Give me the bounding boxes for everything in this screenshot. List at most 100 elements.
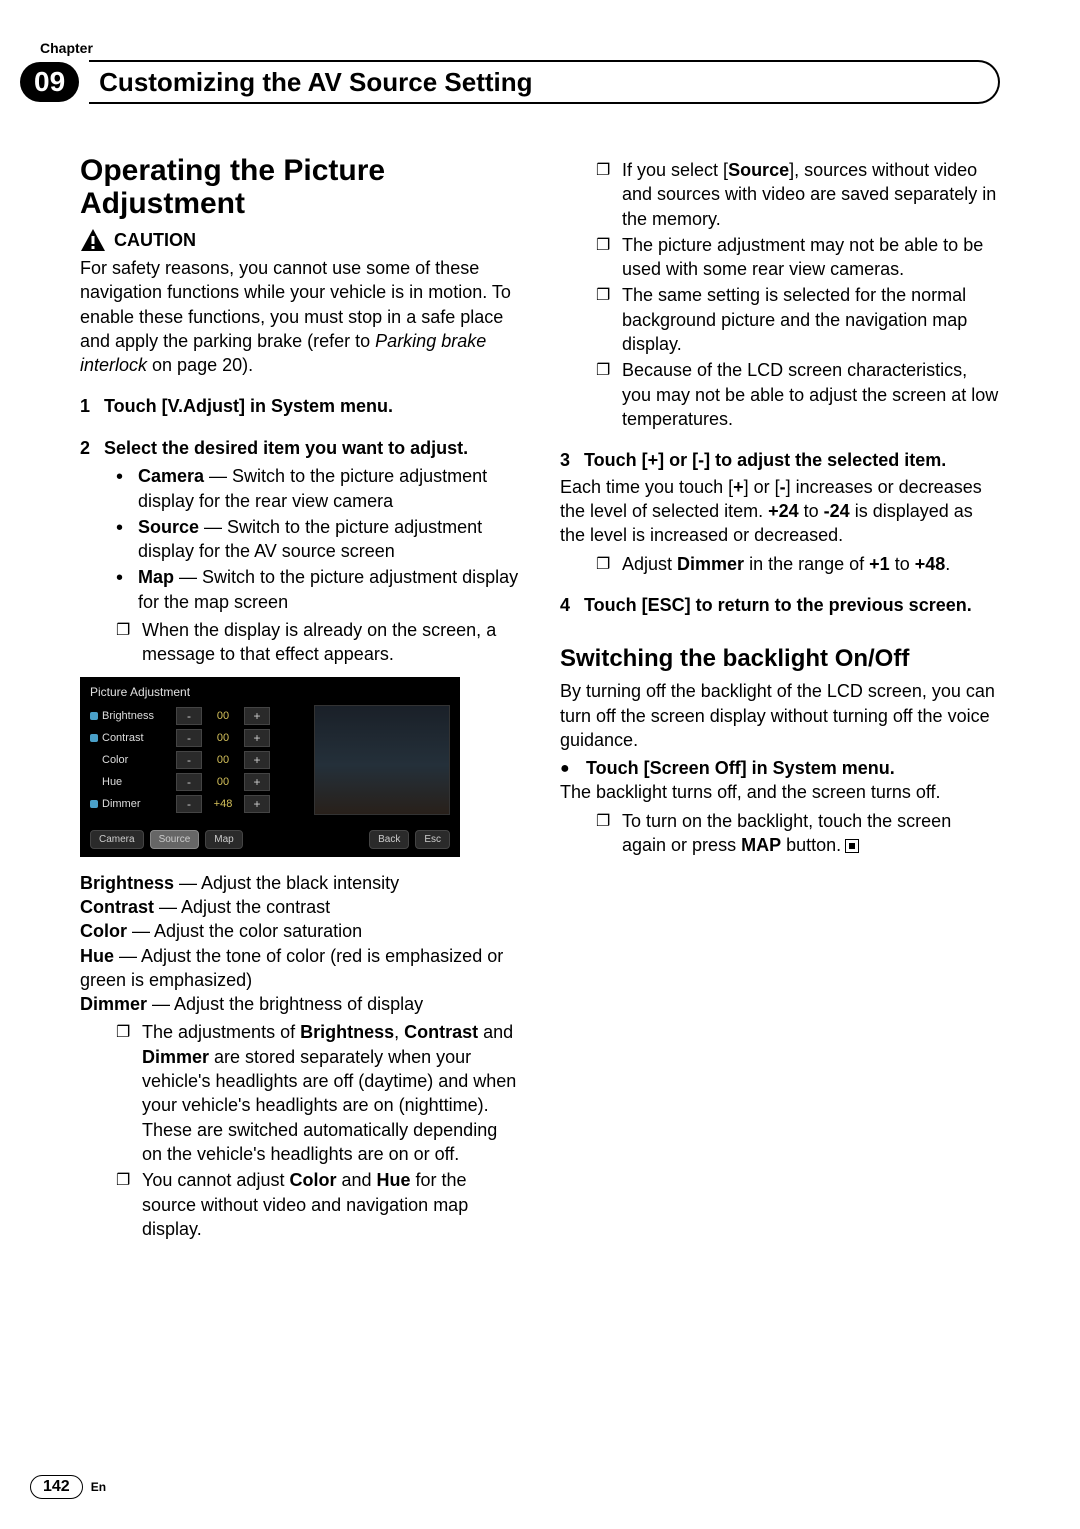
page-lang: En xyxy=(91,1480,106,1494)
section-heading: Operating the Picture Adjustment xyxy=(80,154,520,220)
step-3: 3Touch [+] or [-] to adjust the selected… xyxy=(560,449,1000,472)
t: If you select [ xyxy=(622,160,728,180)
backlight-notes: To turn on the backlight, touch the scre… xyxy=(560,809,1000,858)
caution-row: CAUTION xyxy=(80,228,520,252)
pa-row-label: Brightness xyxy=(102,710,172,722)
pa-tab-back[interactable]: Back xyxy=(369,830,409,849)
bullet-camera-label: Camera xyxy=(138,466,204,486)
pa-row: Contrast-00 + xyxy=(90,727,306,749)
pa-plus-button[interactable]: + xyxy=(244,795,270,813)
t: . xyxy=(945,554,950,574)
step-2-notes: When the display is already on the scree… xyxy=(80,618,520,667)
step-2-note: When the display is already on the scree… xyxy=(116,618,520,667)
pa-row-value: 00 xyxy=(206,754,240,766)
t: MAP xyxy=(741,835,781,855)
def-note-1: The adjustments of Brightness, Contrast … xyxy=(116,1020,520,1166)
def-color-label: Color xyxy=(80,921,127,941)
pa-plus-button[interactable]: + xyxy=(244,707,270,725)
right-column: If you select [Source], sources without … xyxy=(560,154,1000,1243)
caution-text: For safety reasons, you cannot use some … xyxy=(80,256,520,377)
backlight-bullet: Touch [Screen Off] in System menu. xyxy=(560,756,1000,780)
bullet-map: Map — Switch to the picture adjustment d… xyxy=(116,565,520,614)
bullet-source-label: Source xyxy=(138,517,199,537)
def-contrast-label: Contrast xyxy=(80,897,154,917)
chapter-header: 09 Customizing the AV Source Setting xyxy=(20,60,1000,104)
pa-row-label: Dimmer xyxy=(102,798,172,810)
warning-icon xyxy=(80,228,106,252)
chapter-title: Customizing the AV Source Setting xyxy=(99,67,532,98)
def-hue-text: — Adjust the tone of color (red is empha… xyxy=(80,946,503,990)
t: Brightness xyxy=(300,1022,394,1042)
t: button. xyxy=(781,835,841,855)
t: Contrast xyxy=(404,1022,478,1042)
backlight-text: By turning off the backlight of the LCD … xyxy=(560,679,1000,752)
def-dimmer-label: Dimmer xyxy=(80,994,147,1014)
chapter-number-badge: 09 xyxy=(20,62,79,102)
top-notes-right: If you select [Source], sources without … xyxy=(560,158,1000,431)
pa-plus-button[interactable]: + xyxy=(244,773,270,791)
definitions: Brightness — Adjust the black intensity … xyxy=(80,871,520,1017)
pa-minus-button[interactable]: - xyxy=(176,729,202,747)
step-4-text: Touch [ESC] to return to the previous sc… xyxy=(584,595,972,615)
t: Hue xyxy=(377,1170,411,1190)
chapter-title-wrap: Customizing the AV Source Setting xyxy=(89,60,1000,104)
step-2-text: Select the desired item you want to adju… xyxy=(104,438,468,458)
pa-row-value: +48 xyxy=(206,798,240,810)
t: Dimmer xyxy=(677,554,744,574)
pa-row-value: 00 xyxy=(206,732,240,744)
chapter-label: Chapter xyxy=(40,40,1000,56)
pa-dot-icon xyxy=(90,756,98,764)
pa-minus-button[interactable]: - xyxy=(176,751,202,769)
t: Dimmer xyxy=(142,1047,209,1067)
t: Source xyxy=(728,160,789,180)
page-footer: 142 En xyxy=(30,1475,106,1499)
pa-minus-button[interactable]: - xyxy=(176,795,202,813)
caution-text-2: on page 20). xyxy=(147,355,253,375)
pa-tab-camera[interactable]: Camera xyxy=(90,830,144,849)
pa-row-label: Contrast xyxy=(102,732,172,744)
pa-title: Picture Adjustment xyxy=(90,685,450,699)
tn-1: If you select [Source], sources without … xyxy=(596,158,1000,231)
pa-row-label: Color xyxy=(102,754,172,766)
pa-row: Brightness-00 + xyxy=(90,705,306,727)
t: to xyxy=(799,501,824,521)
step-1-text: Touch [V.Adjust] in System menu. xyxy=(104,396,393,416)
t: and xyxy=(336,1170,376,1190)
bullet-camera: Camera — Switch to the picture adjustmen… xyxy=(116,464,520,513)
pa-dot-icon xyxy=(90,712,98,720)
pa-minus-button[interactable]: - xyxy=(176,773,202,791)
def-color-text: — Adjust the color saturation xyxy=(127,921,362,941)
page-number: 142 xyxy=(30,1475,83,1499)
tn-4: Because of the LCD screen characteristic… xyxy=(596,358,1000,431)
def-brightness-label: Brightness xyxy=(80,873,174,893)
pa-row: Dimmer-+48 + xyxy=(90,793,306,815)
step-3-note: Adjust Dimmer in the range of +1 to +48. xyxy=(596,552,1000,576)
pa-plus-button[interactable]: + xyxy=(244,729,270,747)
caution-label: CAUTION xyxy=(114,230,196,251)
t: The adjustments of xyxy=(142,1022,300,1042)
pa-tab-map[interactable]: Map xyxy=(205,830,242,849)
t: ] or [ xyxy=(744,477,780,497)
pa-tab-source[interactable]: Source xyxy=(150,830,200,849)
t: +48 xyxy=(915,554,946,574)
pa-row-value: 00 xyxy=(206,710,240,722)
pa-plus-button[interactable]: + xyxy=(244,751,270,769)
pa-tab-esc[interactable]: Esc xyxy=(415,830,450,849)
step-4: 4Touch [ESC] to return to the previous s… xyxy=(560,594,1000,617)
step-2-bullets: Camera — Switch to the picture adjustmen… xyxy=(80,464,520,614)
backlight-after: The backlight turns off, and the screen … xyxy=(560,780,1000,804)
pa-dot-icon xyxy=(90,778,98,786)
t: +1 xyxy=(869,554,890,574)
bullet-map-text: — Switch to the picture adjustment displ… xyxy=(138,567,518,611)
pa-minus-button[interactable]: - xyxy=(176,707,202,725)
pa-row-value: 00 xyxy=(206,776,240,788)
step-3-body: Each time you touch [+] or [-] increases… xyxy=(560,475,1000,548)
t: Color xyxy=(289,1170,336,1190)
backlight-bullet-item: Touch [Screen Off] in System menu. xyxy=(560,756,1000,780)
t: , xyxy=(394,1022,404,1042)
subheading-backlight: Switching the backlight On/Off xyxy=(560,645,1000,673)
def-note-2: You cannot adjust Color and Hue for the … xyxy=(116,1168,520,1241)
bullet-source: Source — Switch to the picture adjustmen… xyxy=(116,515,520,564)
step-3-notes: Adjust Dimmer in the range of +1 to +48. xyxy=(560,552,1000,576)
t: +24 xyxy=(768,501,799,521)
